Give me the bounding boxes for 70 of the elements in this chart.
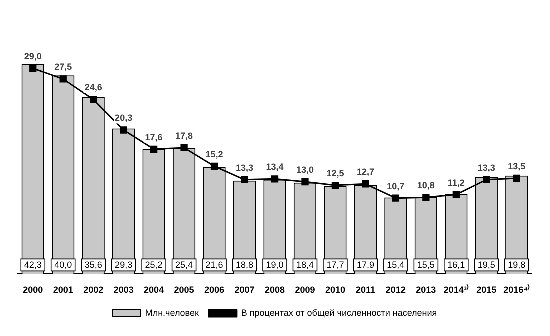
x-tick-label: 2013: [416, 285, 436, 296]
point: [332, 182, 340, 190]
point: [90, 96, 98, 104]
data-label: 35,6: [84, 260, 102, 270]
data-label: 17,9: [356, 260, 374, 270]
x-tick-label: 2014³⁾: [444, 284, 469, 296]
x-tick-label: 2006: [204, 285, 225, 296]
data-label: 27,5: [54, 62, 72, 72]
data-label: 19,8: [508, 260, 526, 270]
data-label: 40,0: [54, 260, 72, 270]
x-tick-label: 2015: [476, 285, 497, 296]
x-tick-label: 2012: [386, 285, 406, 296]
point: [513, 174, 520, 182]
data-label: 13,0: [296, 164, 314, 175]
data-label: 13,4: [266, 162, 284, 172]
data-label: 16,1: [448, 260, 466, 270]
data-label: 12,5: [326, 168, 344, 179]
x-tick-label: 2004: [144, 285, 164, 296]
data-label: 19,0: [266, 260, 284, 270]
data-label: 15,5: [417, 260, 435, 270]
point: [362, 180, 370, 188]
x-tick-label: 2003: [114, 285, 134, 296]
data-label: 15,2: [206, 149, 224, 160]
x-tick-label: 2005: [174, 285, 194, 296]
data-label: 13,5: [508, 161, 526, 172]
point: [271, 176, 279, 183]
data-label: 42,3: [24, 260, 42, 270]
data-label: 29,3: [115, 260, 133, 270]
point: [483, 176, 490, 184]
point: [210, 162, 218, 170]
data-label: 17,6: [145, 132, 163, 142]
data-label: 24,6: [84, 82, 102, 93]
data-label: 15,4: [387, 260, 405, 270]
point: [150, 146, 158, 153]
data-label: 17,7: [326, 260, 344, 270]
x-tick-label: 2001: [53, 285, 74, 296]
point: [452, 191, 460, 198]
point: [302, 178, 309, 186]
x-tick-label: 2000: [23, 285, 44, 296]
data-label: 18,8: [236, 260, 254, 270]
x-tick-label: 2009: [295, 285, 316, 296]
data-label: 20,3: [115, 113, 133, 124]
x-tick-label: 2016⁴⁾: [504, 284, 530, 296]
x-tick-label: 2008: [264, 285, 286, 296]
data-label: 13,3: [236, 162, 254, 173]
point: [60, 76, 67, 83]
data-label: 25,2: [145, 260, 163, 270]
x-tick-label: 2002: [84, 285, 104, 296]
data-label: 11,2: [448, 178, 465, 188]
point: [30, 64, 37, 72]
x-tick-label: 2007: [234, 285, 255, 296]
data-label: 19,5: [478, 260, 496, 270]
data-label: 17,8: [176, 130, 194, 141]
point: [392, 194, 400, 202]
data-label: 10,8: [417, 180, 435, 191]
data-label: 13,3: [478, 162, 496, 173]
x-tick-label: 2011: [356, 285, 376, 296]
data-label: 21,6: [206, 260, 224, 270]
data-label: 10,7: [387, 181, 405, 192]
point: [120, 126, 128, 134]
legend-label: Млн.человек: [145, 308, 199, 318]
point: [422, 194, 430, 202]
data-label: 12,7: [356, 167, 374, 178]
data-label: 18,4: [296, 260, 314, 270]
point: [241, 176, 248, 184]
x-tick-label: 2010: [325, 285, 346, 296]
data-label: 25,4: [176, 260, 194, 270]
data-label: 29,0: [24, 52, 42, 62]
legend-label: В процентах от общей численности населения: [241, 308, 438, 318]
point: [180, 144, 188, 152]
